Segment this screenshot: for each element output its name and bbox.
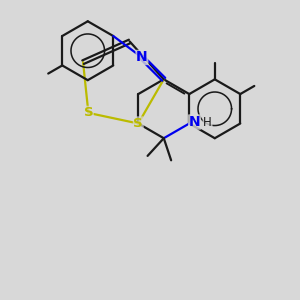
Text: N: N (189, 115, 200, 129)
Text: N: N (136, 50, 148, 64)
Text: S: S (84, 106, 93, 119)
Text: H: H (203, 116, 212, 128)
Text: S: S (134, 117, 143, 130)
